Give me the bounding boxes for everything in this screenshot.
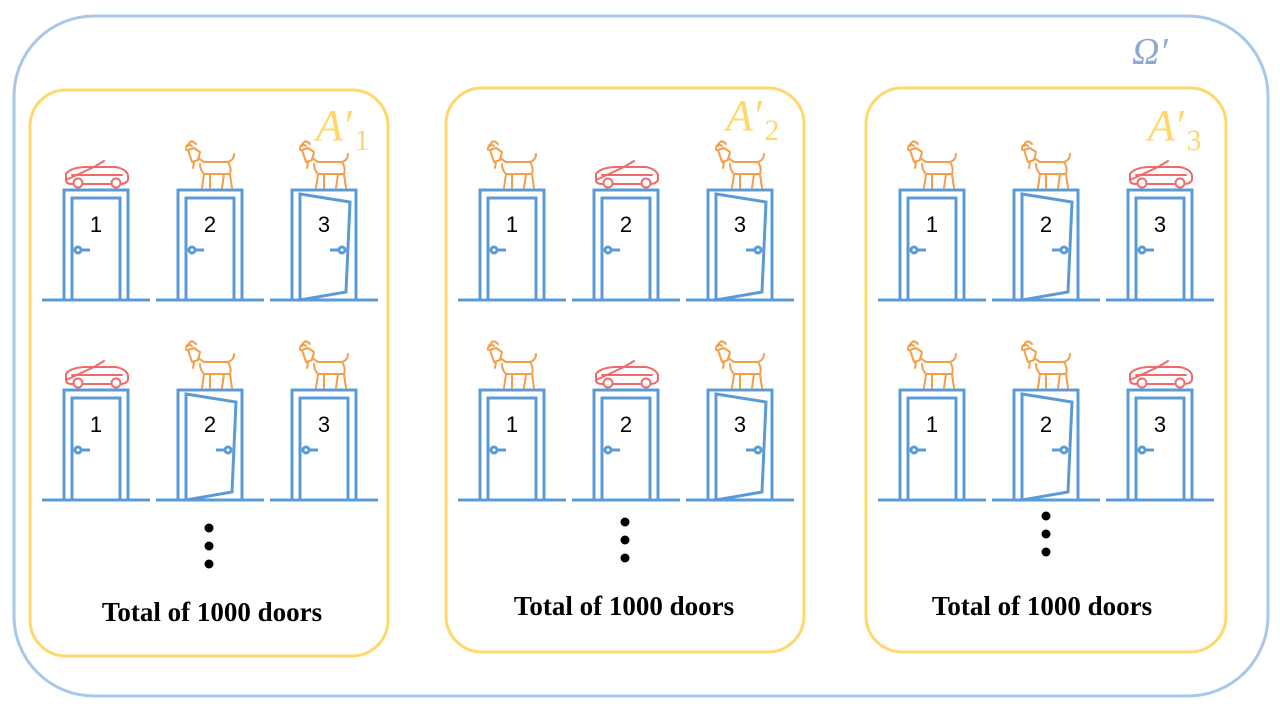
door-number: 3 (734, 412, 746, 437)
door: 1 (42, 388, 150, 502)
goat-icon (715, 140, 765, 189)
car-icon (1129, 360, 1193, 389)
door-number: 1 (90, 212, 102, 237)
door: 1 (878, 388, 986, 502)
goat-icon (185, 140, 235, 189)
goat-icon (487, 140, 537, 189)
universe-set-boundary (12, 14, 1270, 698)
door-knob (909, 445, 919, 455)
door: 2 (992, 188, 1100, 302)
door-knob (909, 245, 919, 255)
door-knob (753, 245, 763, 255)
door-knob (1059, 245, 1069, 255)
door-knob (1137, 445, 1147, 455)
door: 3 (1106, 388, 1214, 502)
door-knob (187, 245, 197, 255)
door-knob (73, 245, 83, 255)
goat-icon (299, 340, 349, 389)
door-row: 1 2 3 (42, 140, 378, 302)
door: 2 (156, 388, 264, 502)
door-knob (301, 445, 311, 455)
door: 2 (992, 388, 1100, 502)
door: 1 (458, 188, 566, 302)
door-number: 2 (1040, 412, 1052, 437)
door-knob (1137, 245, 1147, 255)
panel-boundary (864, 86, 1228, 654)
car-icon (595, 160, 659, 189)
door-number: 3 (734, 212, 746, 237)
door-knob (223, 445, 233, 455)
goat-icon (907, 340, 957, 389)
door: 2 (572, 388, 680, 502)
car-icon (595, 360, 659, 389)
event-set-panel: 1 2 3 1 2 3 (28, 88, 390, 658)
door-number: 1 (506, 212, 518, 237)
goat-icon (1021, 340, 1071, 389)
ellipsis-dots (204, 523, 214, 569)
door-number: 1 (90, 412, 102, 437)
door-row: 1 2 3 (458, 140, 794, 302)
goat-icon (1021, 140, 1071, 189)
door-number: 3 (318, 212, 330, 237)
door: 1 (458, 388, 566, 502)
car-icon (65, 160, 129, 189)
door-row: 1 2 3 (878, 140, 1214, 302)
door: 3 (686, 388, 794, 502)
door: 1 (878, 188, 986, 302)
door-number: 2 (1040, 212, 1052, 237)
door-number: 2 (204, 412, 216, 437)
door-row: 1 2 3 (458, 340, 794, 502)
event-set-panel: 1 2 3 1 2 3 (864, 86, 1228, 654)
door-knob (1059, 445, 1069, 455)
door-knob (603, 245, 613, 255)
door: 3 (686, 188, 794, 302)
panel-boundary (28, 88, 390, 658)
goat-icon (487, 340, 537, 389)
ellipsis-dots (620, 517, 630, 563)
door: 3 (270, 188, 378, 302)
door-knob (73, 445, 83, 455)
door-number: 3 (318, 412, 330, 437)
door-number: 2 (620, 212, 632, 237)
door-row: 1 2 3 (42, 340, 378, 502)
door: 1 (42, 188, 150, 302)
ellipsis-dots (1041, 511, 1051, 557)
goat-icon (299, 140, 349, 189)
door-knob (753, 445, 763, 455)
door-number: 3 (1154, 212, 1166, 237)
goat-icon (185, 340, 235, 389)
goat-icon (907, 140, 957, 189)
door-knob (489, 445, 499, 455)
door-number: 2 (204, 212, 216, 237)
door-number: 1 (506, 412, 518, 437)
door-row: 1 2 3 (878, 340, 1214, 502)
door: 3 (1106, 188, 1214, 302)
panel-boundary (444, 86, 806, 654)
goat-icon (715, 340, 765, 389)
door: 2 (572, 188, 680, 302)
door-knob (489, 245, 499, 255)
door-number: 3 (1154, 412, 1166, 437)
door-knob (337, 245, 347, 255)
car-icon (65, 360, 129, 389)
car-icon (1129, 160, 1193, 189)
door-number: 2 (620, 412, 632, 437)
event-set-panel: 1 2 3 1 2 3 (444, 86, 806, 654)
door: 3 (270, 388, 378, 502)
door-knob (603, 445, 613, 455)
door-number: 1 (926, 212, 938, 237)
door-number: 1 (926, 412, 938, 437)
door: 2 (156, 188, 264, 302)
